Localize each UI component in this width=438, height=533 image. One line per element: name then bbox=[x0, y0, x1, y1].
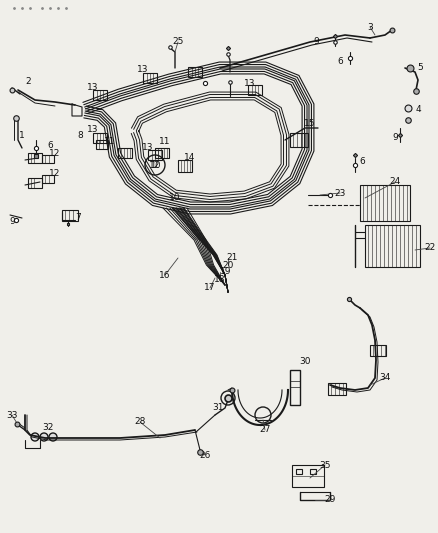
Text: 12: 12 bbox=[149, 160, 161, 169]
Text: 7: 7 bbox=[75, 214, 81, 222]
Text: 11: 11 bbox=[159, 138, 171, 147]
Text: 4: 4 bbox=[415, 106, 421, 115]
Text: 17: 17 bbox=[204, 284, 216, 293]
Text: 16: 16 bbox=[159, 271, 171, 279]
Text: 9: 9 bbox=[9, 217, 15, 227]
Bar bbox=[296, 469, 302, 474]
Text: 34: 34 bbox=[379, 374, 391, 383]
Bar bbox=[290, 133, 308, 147]
Bar bbox=[42, 175, 54, 183]
Text: 11: 11 bbox=[104, 138, 116, 147]
Bar bbox=[96, 140, 108, 149]
Text: 20: 20 bbox=[223, 261, 234, 270]
Bar bbox=[292, 465, 324, 487]
Bar bbox=[118, 148, 132, 158]
Text: 1: 1 bbox=[19, 131, 25, 140]
Text: 12: 12 bbox=[49, 168, 61, 177]
Text: 25: 25 bbox=[172, 37, 184, 46]
Bar bbox=[93, 90, 107, 100]
Text: 21: 21 bbox=[226, 254, 238, 262]
Text: 3: 3 bbox=[367, 22, 373, 31]
Text: 35: 35 bbox=[319, 461, 331, 470]
Text: 5: 5 bbox=[417, 63, 423, 72]
Text: 23: 23 bbox=[334, 189, 346, 198]
Text: 30: 30 bbox=[299, 358, 311, 367]
Text: 28: 28 bbox=[134, 417, 146, 426]
Bar bbox=[143, 73, 157, 83]
Text: 26: 26 bbox=[199, 450, 211, 459]
Circle shape bbox=[31, 433, 39, 441]
Bar bbox=[328, 383, 346, 395]
Bar bbox=[365, 225, 420, 267]
Text: 24: 24 bbox=[389, 177, 401, 187]
Bar bbox=[188, 67, 202, 77]
Text: 12: 12 bbox=[49, 149, 61, 157]
Text: 29: 29 bbox=[324, 496, 336, 505]
Circle shape bbox=[40, 433, 48, 441]
Text: 13: 13 bbox=[87, 125, 99, 134]
Bar bbox=[28, 178, 42, 188]
Bar bbox=[62, 210, 78, 221]
Text: 2: 2 bbox=[25, 77, 31, 86]
Bar bbox=[155, 148, 169, 158]
Text: 18: 18 bbox=[214, 276, 226, 285]
Bar bbox=[178, 160, 192, 172]
Bar bbox=[28, 153, 42, 163]
Text: 15: 15 bbox=[304, 118, 316, 127]
Text: 27: 27 bbox=[259, 425, 271, 434]
Text: 13: 13 bbox=[142, 143, 154, 152]
Text: 9: 9 bbox=[392, 133, 398, 142]
Text: 13: 13 bbox=[87, 84, 99, 93]
Bar bbox=[360, 185, 410, 221]
Text: 6: 6 bbox=[337, 58, 343, 67]
Text: 6: 6 bbox=[47, 141, 53, 149]
Text: 6: 6 bbox=[359, 157, 365, 166]
Text: 13: 13 bbox=[244, 78, 256, 87]
Text: 10: 10 bbox=[150, 160, 160, 169]
Bar bbox=[93, 133, 107, 143]
Text: 10: 10 bbox=[169, 193, 181, 203]
Bar bbox=[290, 370, 300, 405]
Circle shape bbox=[49, 433, 57, 441]
Bar bbox=[42, 155, 54, 163]
Bar bbox=[248, 85, 262, 95]
Text: 33: 33 bbox=[6, 410, 18, 419]
Text: 13: 13 bbox=[137, 66, 149, 75]
Text: 32: 32 bbox=[42, 423, 54, 432]
Text: 31: 31 bbox=[212, 403, 224, 413]
Text: 19: 19 bbox=[220, 268, 232, 277]
Text: 22: 22 bbox=[424, 244, 436, 253]
Text: 9: 9 bbox=[313, 37, 319, 46]
Bar bbox=[370, 345, 386, 356]
Text: 14: 14 bbox=[184, 154, 196, 163]
Bar bbox=[310, 469, 316, 474]
Text: 8: 8 bbox=[77, 132, 83, 141]
Bar bbox=[148, 150, 162, 160]
